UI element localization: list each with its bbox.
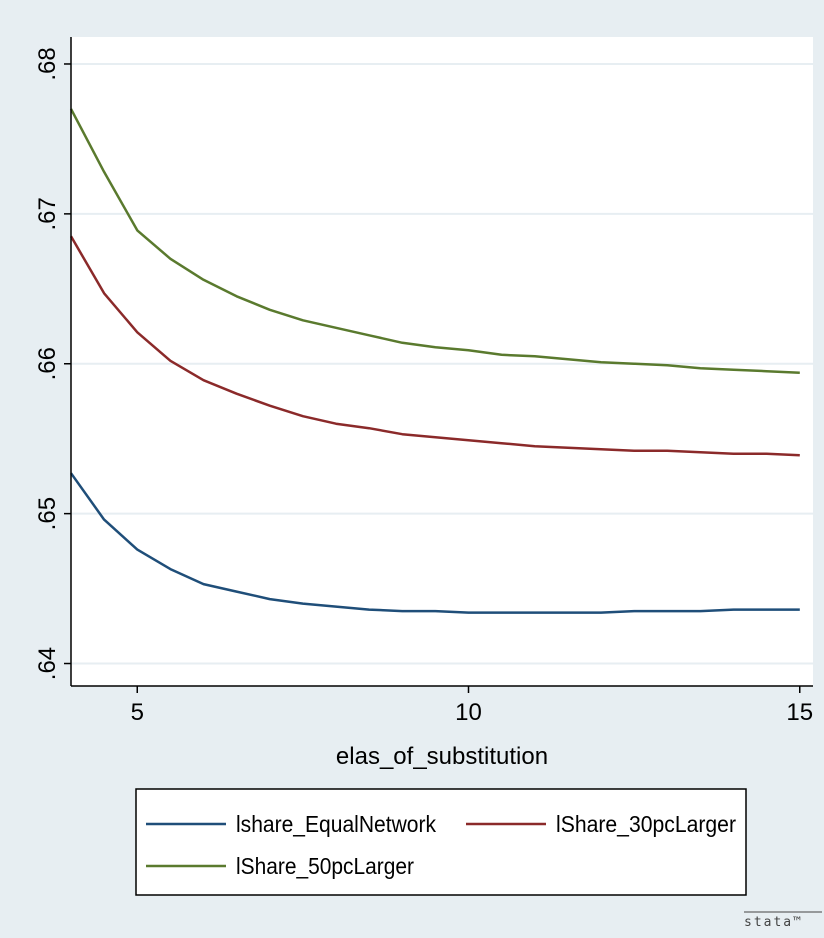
series-lines: [69, 108, 800, 614]
y-tick-label-2: .66: [34, 347, 61, 380]
axes: .64 .65 .66 .67 .68 5 10 15: [34, 37, 813, 726]
x-tick-label-0: 5: [131, 699, 144, 726]
series-line-lshare-equalnetwork: [69, 472, 800, 614]
x-tick-label-2: 15: [786, 699, 813, 726]
legend-box: [135, 788, 747, 896]
x-axis-title: elas_of_substitution: [336, 743, 548, 770]
series-line-lshare-50pclarger: [69, 108, 800, 374]
legend: lshare_EqualNetwork lShare_30pcLarger lS…: [135, 788, 747, 896]
gridlines: [71, 62, 813, 665]
stata-logo: stata™: [744, 911, 822, 930]
x-tick-label-1: 10: [455, 699, 482, 726]
legend-label-equalnetwork: lshare_EqualNetwork: [236, 811, 436, 837]
legend-label-50pclarger: lShare_50pcLarger: [236, 853, 414, 879]
plot-background: [71, 37, 813, 686]
y-tick-label-0: .64: [34, 647, 61, 680]
y-tick-label-3: .67: [34, 197, 61, 230]
legend-label-30pclarger: lShare_30pcLarger: [556, 811, 736, 837]
y-tick-label-4: .68: [34, 47, 61, 80]
stata-watermark: stata™: [744, 915, 803, 930]
y-tick-label-1: .65: [34, 497, 61, 530]
series-line-lshare-30pclarger: [69, 235, 800, 457]
